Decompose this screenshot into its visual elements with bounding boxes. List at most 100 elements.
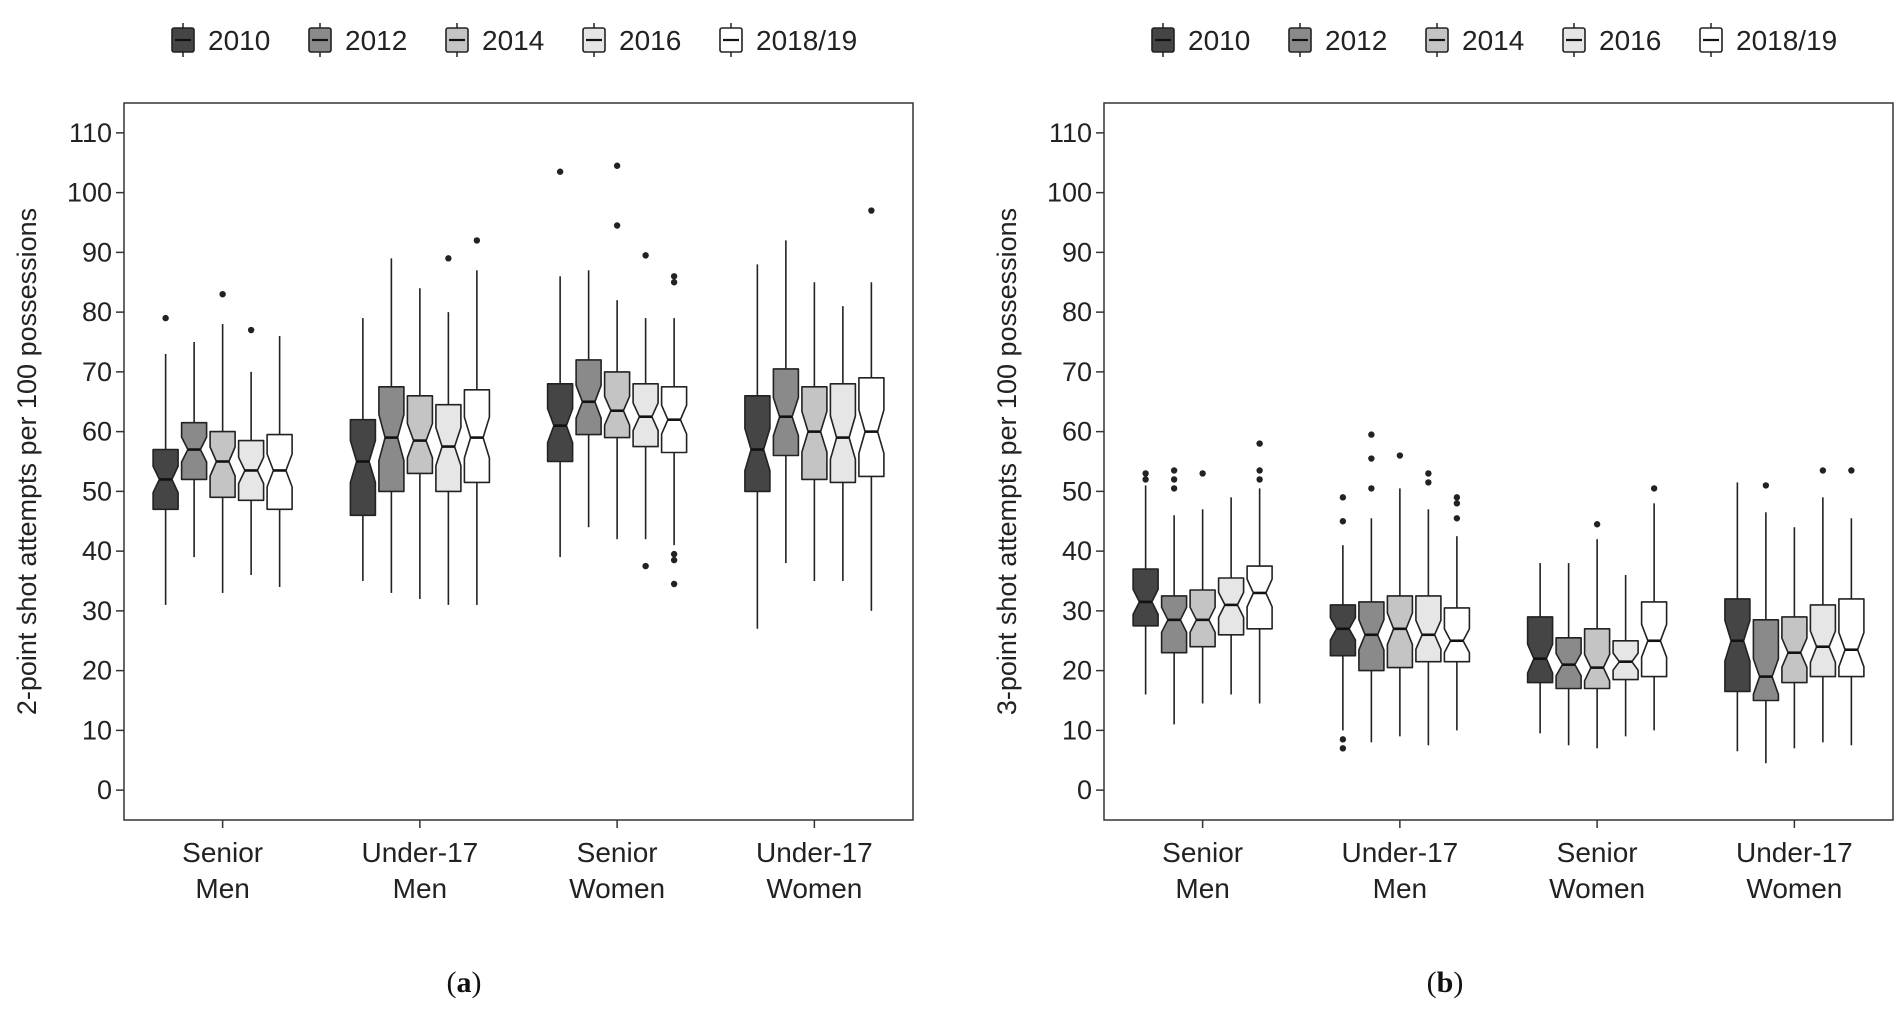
outlier-point (1339, 745, 1347, 752)
outlier-point (1819, 467, 1827, 474)
outlier-point (670, 556, 678, 564)
y-tick-label: 110 (1049, 118, 1092, 148)
x-tick-label: Under-17 Women (1736, 837, 1853, 904)
legend-label: 2016 (619, 25, 681, 56)
legend-label: 2010 (1188, 25, 1250, 56)
outlier-point (1453, 500, 1461, 507)
box-body (1583, 627, 1611, 690)
outlier-point (1368, 431, 1375, 438)
box-body (1386, 595, 1414, 669)
y-tick-label: 40 (1062, 536, 1092, 566)
x-tick-label: Under-17 Women (756, 837, 873, 904)
box-body (1189, 589, 1216, 648)
outlier-point (1142, 470, 1149, 477)
y-tick-label: 110 (69, 118, 112, 148)
outlier-point (868, 207, 875, 214)
box-body (1526, 616, 1554, 684)
outlier-point (613, 222, 621, 229)
y-tick-label: 50 (1062, 476, 1092, 506)
box-body (435, 403, 462, 493)
box-body (1132, 568, 1159, 627)
y-tick-label: 80 (82, 297, 112, 327)
box-2010-0 (152, 314, 179, 605)
box-2016-1 (435, 255, 462, 605)
outlier-point (1762, 482, 1770, 489)
box-2018/19-3 (1838, 467, 1865, 746)
outlier-point (1425, 470, 1432, 477)
outlier-point (247, 326, 255, 334)
outlier-point (1142, 476, 1149, 483)
panel-b-chart: 0 10 20 30 40 50 60 70 80 90 100 110 3-point shot at… (992, 23, 1894, 904)
outlier-point (1848, 467, 1855, 474)
outlier-point (642, 252, 649, 259)
box-2016-2 (632, 252, 659, 570)
outlier-point (1339, 494, 1347, 501)
box-body (1724, 598, 1751, 693)
box-2014-1 (406, 288, 434, 599)
y-tick-label: 10 (82, 715, 112, 745)
box-body (1781, 616, 1808, 684)
box-2012-1 (378, 258, 405, 593)
outlier-point (670, 279, 678, 286)
box-body (546, 382, 574, 463)
y-tick-label: 90 (82, 237, 112, 267)
outlier-point (1396, 452, 1404, 459)
box-2012-1 (1358, 431, 1385, 743)
y-axis-title: 3-point shot attempts per 100 possession… (992, 208, 1022, 715)
box-2014-0 (1189, 470, 1216, 704)
outlier-point (670, 580, 678, 588)
outlier-point (1453, 515, 1461, 522)
legend-item-2010: 2010 (171, 23, 270, 57)
y-tick-label: 80 (1062, 297, 1092, 327)
panel-a-label: (a) (447, 966, 482, 999)
y-tick-label: 40 (82, 536, 112, 566)
box-2014-1 (1386, 452, 1414, 737)
box-2012-2 (1555, 563, 1582, 746)
box-body (406, 394, 434, 475)
outlier-point (1425, 479, 1432, 486)
box-2018/19-0 (266, 336, 293, 587)
box-body (378, 385, 405, 493)
y-tick-label: 60 (82, 417, 112, 447)
box-2010-0 (1132, 470, 1159, 695)
box-body (1640, 601, 1668, 678)
box-body (744, 394, 771, 493)
box-2016-1 (1415, 470, 1442, 746)
y-tick-label: 0 (1077, 775, 1092, 805)
box-2016-2 (1612, 575, 1639, 737)
box-body (1160, 595, 1188, 654)
box-2012-3 (772, 240, 800, 564)
box-2018/19-3 (858, 207, 885, 611)
outlier-point (1256, 476, 1263, 483)
box-2016-3 (1809, 467, 1837, 743)
legend-item-2012: 2012 (308, 23, 407, 57)
box-body (632, 382, 659, 448)
box-body (1612, 639, 1639, 681)
box-2018/19-2 (660, 273, 688, 588)
y-tick-label: 90 (1062, 237, 1092, 267)
outlier-point (1170, 467, 1178, 474)
box-body (1246, 565, 1273, 630)
box-body (1415, 595, 1442, 663)
legend-label: 2012 (345, 25, 407, 56)
y-axis-title: 2-point shot attempts per 100 possession… (12, 208, 42, 715)
y-tick-label: 20 (82, 656, 112, 686)
legend-item-2014: 2014 (1425, 23, 1524, 57)
outlier-point (1453, 494, 1461, 501)
x-tick-label: Under-17 Men (362, 837, 479, 904)
outlier-point (1368, 455, 1375, 462)
box-body (1358, 601, 1385, 672)
legend-label: 2016 (1599, 25, 1661, 56)
box-body (801, 385, 828, 481)
box-2016-3 (829, 306, 857, 581)
legend-item-2012: 2012 (1288, 23, 1387, 57)
panel-a-chart: 0 10 20 30 40 50 60 70 80 90 100 110 2-point shot at… (12, 23, 914, 904)
y-tick-label: 100 (1047, 178, 1092, 208)
box-2010-3 (1724, 482, 1751, 752)
legend-label: 2014 (482, 25, 544, 56)
box-2016-0 (237, 326, 265, 576)
legend-item-2010: 2010 (1151, 23, 1250, 57)
x-tick-label: Senior Men (182, 837, 263, 904)
box-2018/19-1 (1443, 494, 1471, 731)
legend-item-2014: 2014 (445, 23, 544, 57)
